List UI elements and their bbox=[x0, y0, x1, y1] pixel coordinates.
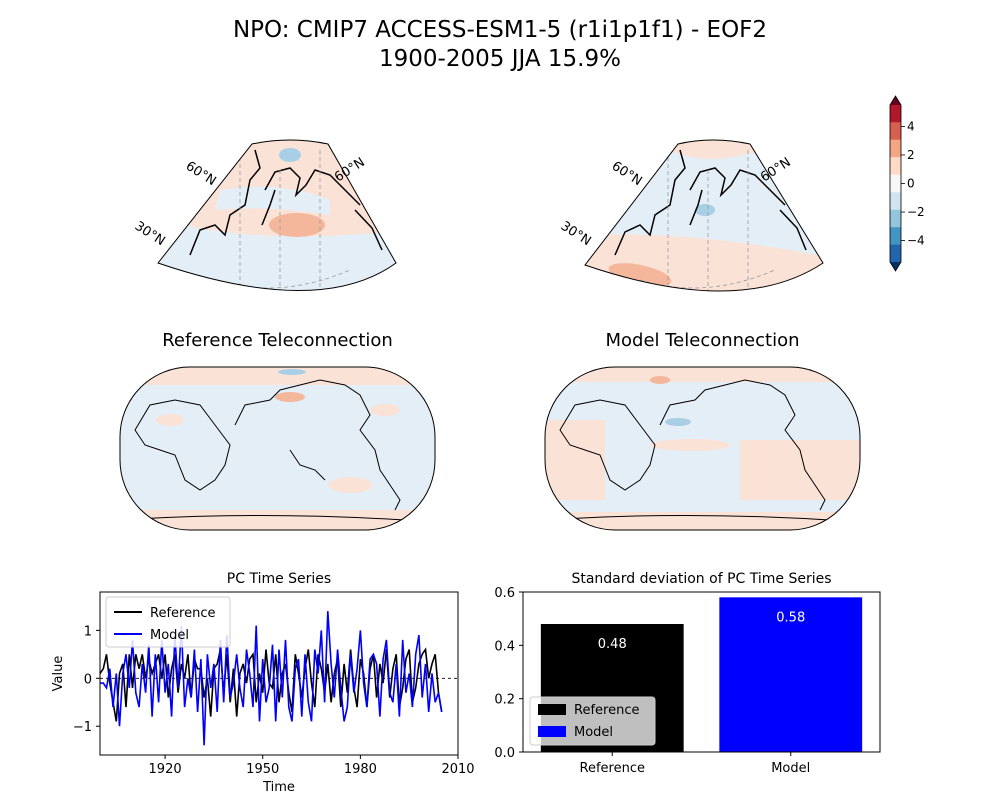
colorbar-segment bbox=[890, 227, 901, 245]
reference-regional-map-border bbox=[157, 139, 397, 291]
y-tick-label: 0.2 bbox=[494, 693, 515, 708]
colorbar-tick-label: −2 bbox=[907, 205, 925, 219]
model-teleconnection-title: Model Teleconnection bbox=[605, 330, 800, 351]
colorbar-segment bbox=[890, 157, 901, 175]
bar-legend-swatch-reference bbox=[538, 704, 566, 715]
colorbar-segment bbox=[890, 122, 901, 140]
lat-label-60n-left-2: 60°N bbox=[609, 159, 645, 189]
x-tick-label: Reference bbox=[580, 761, 645, 776]
colorbar-extend-bottom bbox=[890, 262, 901, 271]
lat-label-60n-left: 60°N bbox=[183, 159, 219, 189]
bar-chart-frame bbox=[522, 591, 881, 753]
colorbar-tick-label: 4 bbox=[907, 119, 915, 133]
y-tick-label: 0.6 bbox=[494, 586, 515, 601]
figure-subtitle: 1900-2005 JJA 15.9% bbox=[379, 46, 621, 72]
y-tick-label: 0.0 bbox=[494, 746, 515, 761]
bar-legend-label-model: Model bbox=[574, 725, 613, 740]
y-tick-label: 1 bbox=[84, 624, 92, 639]
legend-label-reference: Reference bbox=[150, 606, 215, 621]
pc-time-series-chart: PC Time Series 1920 1950 1980 2010 1 0 −1 Time Va… bbox=[51, 571, 475, 795]
bar-chart-title: Standard deviation of PC Time Series bbox=[571, 571, 831, 587]
reference-teleconnection-title: Reference Teleconnection bbox=[162, 330, 393, 351]
y-tick-label: 0 bbox=[84, 672, 92, 687]
x-tick-label: 1950 bbox=[246, 762, 279, 777]
bar-legend-swatch-model bbox=[538, 726, 566, 737]
series-line-reference bbox=[99, 647, 443, 722]
lat-label-30n: 30°N bbox=[132, 219, 168, 249]
legend-label-model: Model bbox=[150, 628, 189, 643]
colorbar-segment bbox=[890, 174, 901, 193]
y-tick-label: −1 bbox=[73, 720, 92, 735]
colorbar-extend-top bbox=[890, 96, 901, 105]
bar-legend-label-reference: Reference bbox=[574, 703, 639, 718]
x-tick-label: 1920 bbox=[149, 762, 182, 777]
reference-global-map bbox=[120, 367, 435, 530]
y-tick-label: 0.4 bbox=[494, 639, 515, 654]
y-axis-label: Value bbox=[51, 656, 66, 692]
bar-value-label: 0.58 bbox=[776, 610, 805, 625]
lat-label-30n-2: 30°N bbox=[558, 219, 594, 249]
figure-title: NPO: CMIP7 ACCESS-ESM1-5 (r1i1p1f1) - EO… bbox=[232, 17, 768, 43]
std-dev-bar-chart: Standard deviation of PC Time Series 0.48… bbox=[494, 571, 881, 776]
colorbar-outline bbox=[889, 95, 902, 272]
model-regional-map-border bbox=[584, 139, 824, 292]
series-line-model bbox=[100, 611, 443, 746]
x-tick-label: 2010 bbox=[441, 762, 474, 777]
colorbar-tick-label: 0 bbox=[907, 177, 915, 191]
model-global-map-border bbox=[544, 366, 861, 531]
regional-eof-maps: 60°N 60°N 30°N 60°N 60°N 30°N bbox=[132, 139, 824, 292]
x-axis-label: Time bbox=[262, 780, 295, 795]
x-tick-label: Model bbox=[771, 761, 810, 776]
colorbar-tick-label: −4 bbox=[907, 234, 925, 248]
line-chart-title: PC Time Series bbox=[227, 571, 331, 587]
model-global-map bbox=[545, 367, 860, 530]
colorbar-tick-label: 2 bbox=[907, 148, 915, 162]
colorbar: 4 2 0 −2 −4 bbox=[889, 95, 925, 272]
x-tick-label: 1980 bbox=[344, 762, 377, 777]
bar-value-label: 0.48 bbox=[598, 637, 627, 652]
lat-label-60n-right-2: 60°N bbox=[758, 155, 794, 185]
colorbar-segment bbox=[890, 209, 901, 228]
global-teleconnection-maps bbox=[119, 366, 861, 531]
line-chart-frame bbox=[99, 591, 459, 756]
colorbar-segment bbox=[890, 244, 901, 262]
colorbar-segment bbox=[890, 192, 901, 210]
colorbar-segment bbox=[890, 139, 901, 158]
reference-global-map-border bbox=[119, 366, 436, 531]
colorbar-segment bbox=[890, 105, 901, 123]
reference-regional-map bbox=[158, 140, 396, 291]
bar-model bbox=[719, 597, 863, 752]
model-regional-map bbox=[585, 140, 823, 292]
